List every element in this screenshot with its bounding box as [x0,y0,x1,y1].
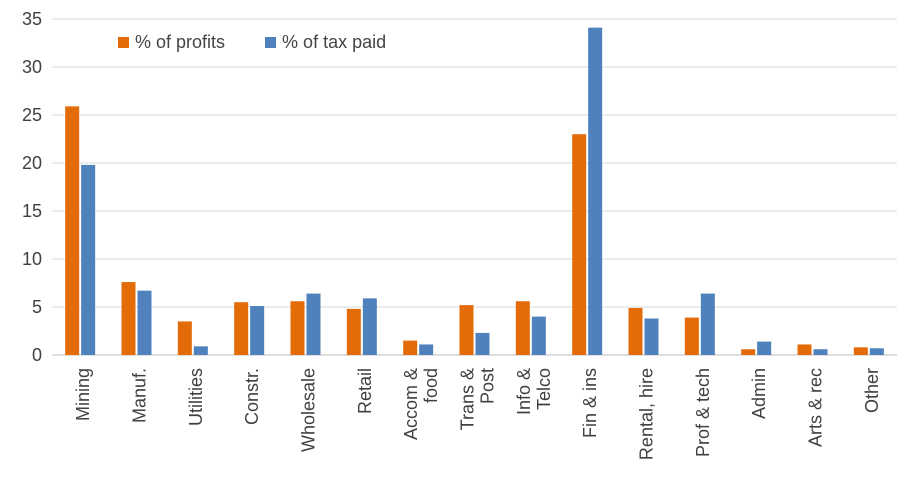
y-tick-label: 25 [22,105,42,125]
bar-tax-paid [475,332,490,355]
legend: % of profits % of tax paid [118,32,426,53]
bar-profits [346,308,361,355]
x-tick-label-line: Accom & [401,368,421,440]
bar-tax-paid [306,293,321,355]
y-tick-label: 20 [22,153,42,173]
bar-profits [65,106,80,355]
x-tick-label-line: Admin [749,368,769,419]
x-tick-label-line: Mining [73,368,93,421]
x-tick-label-line: Wholesale [299,368,319,452]
x-tick-label-line: Manuf. [130,368,150,423]
x-tick-label: Wholesale [299,368,319,452]
bar-tax-paid [193,346,208,355]
bar-tax-paid [869,348,884,355]
bar-tax-paid [81,164,96,355]
bar-tax-paid [419,344,434,355]
x-tick-label: Utilities [186,368,206,426]
y-tick-label: 15 [22,201,42,221]
x-tick-label: Rental, hire [637,368,657,460]
x-tick-label-line: Fin & ins [580,368,600,438]
x-tick-label-line: Arts & rec [806,368,826,447]
bar-tax-paid [362,298,377,355]
legend-label-profits: % of profits [135,32,226,52]
bar-tax-paid [700,293,715,355]
x-tick-label-line: Rental, hire [637,368,657,460]
x-tick-label: Fin & ins [580,368,600,438]
legend-label-tax-paid: % of tax paid [282,32,387,52]
x-tick-label: Arts & rec [806,368,826,447]
legend-item-profits: % of profits [118,32,225,53]
bar-tax-paid [250,306,265,355]
bars [65,27,884,355]
bar-profits [121,282,136,355]
bar-profits [628,307,643,355]
x-tick-label: Retail [355,368,375,414]
bar-profits [515,301,530,355]
x-tick-label: Admin [749,368,769,419]
bar-tax-paid [757,341,772,355]
bar-profits [797,344,812,355]
x-tick-label: Other [862,368,882,413]
y-axis: 0 5 10 15 20 25 30 35 [22,9,42,365]
legend-swatch-tax-paid [265,37,277,48]
x-tick-label-line: Utilities [186,368,206,426]
bar-tax-paid [531,316,546,355]
x-tick-label-line: Other [862,368,882,413]
y-tick-label: 30 [22,57,42,77]
bar-tax-paid [813,349,828,355]
x-tick-label-line: Retail [355,368,375,414]
bar-profits [177,321,192,355]
bar-profits [741,349,756,355]
x-tick-label: Manuf. [130,368,150,423]
x-tick-label-line: Post [478,368,498,404]
x-tick-label-line: food [421,368,441,403]
bar-tax-paid [644,318,659,355]
x-tick-label: Prof & tech [693,368,713,457]
bar-profits [234,302,249,355]
bar-profits [572,134,587,355]
x-tick-label: Trans &Post [458,368,498,430]
bar-tax-paid [588,27,603,355]
y-tick-label: 5 [32,297,42,317]
x-tick-label-line: Info & [514,368,534,415]
x-tick-label: Accom &food [401,368,441,440]
gridlines [52,18,897,356]
y-tick-label: 35 [22,9,42,29]
bar-profits [290,301,305,355]
bar-profits [403,340,418,355]
legend-swatch-profits [118,37,129,48]
x-tick-label: Mining [73,368,93,421]
bar-profits [853,347,868,355]
legend-item-tax-paid: % of tax paid [265,32,386,53]
x-tick-label-line: Constr. [242,368,262,425]
bar-tax-paid [137,290,152,355]
x-tick-label: Constr. [242,368,262,425]
x-tick-label-line: Prof & tech [693,368,713,457]
x-tick-label-line: Telco [534,368,554,410]
y-tick-label: 0 [32,345,42,365]
bar-profits [684,317,699,355]
y-tick-label: 10 [22,249,42,269]
x-tick-label-line: Trans & [458,368,478,430]
x-tick-label: Info &Telco [514,368,554,415]
x-axis: Mining Manuf. Utilities Constr. Wholesale Ret… [73,368,882,460]
bar-profits [459,305,474,355]
